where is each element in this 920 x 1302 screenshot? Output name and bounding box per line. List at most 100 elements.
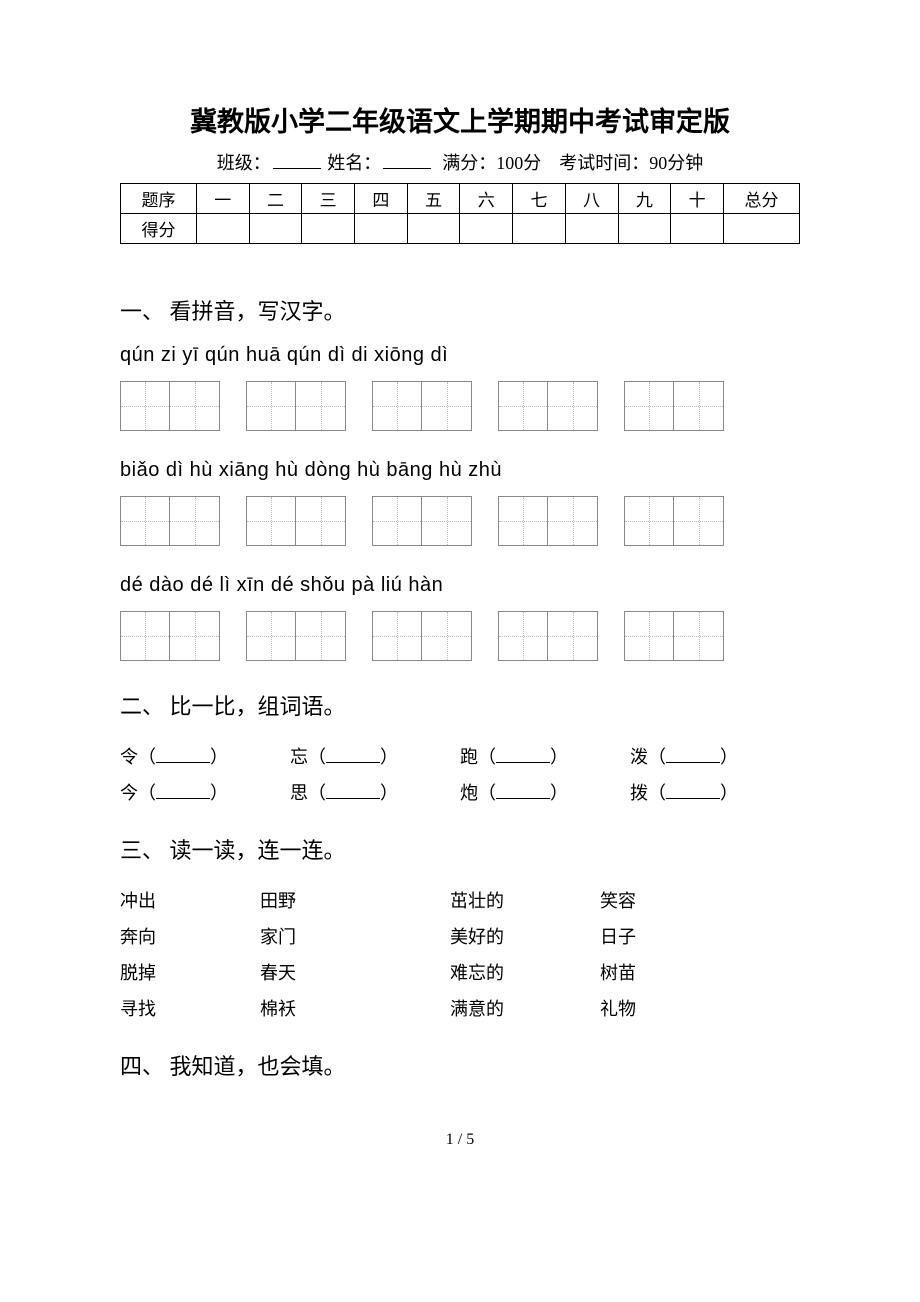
char-box[interactable] (674, 611, 724, 661)
q2-char: 忘 (290, 747, 308, 767)
q2-item: 今（） (120, 775, 290, 811)
score-cell[interactable] (565, 214, 618, 244)
q2-blank[interactable] (496, 762, 550, 763)
score-cell[interactable] (513, 214, 566, 244)
q3-word: 脱掉 (120, 955, 260, 991)
q3-word: 奔向 (120, 919, 260, 955)
q2-heading: 二、 比一比，组词语。 (120, 689, 800, 721)
char-box[interactable] (246, 381, 296, 431)
q2-blank[interactable] (326, 762, 380, 763)
char-box-group (498, 381, 598, 431)
char-box[interactable] (296, 496, 346, 546)
col-head: 三 (302, 184, 355, 214)
q3-word: 寻找 (120, 991, 260, 1027)
page-title: 冀教版小学二年级语文上学期期中考试审定版 (120, 100, 800, 139)
fullscore-label: 满分：100分 (442, 153, 541, 173)
char-box[interactable] (120, 381, 170, 431)
char-box[interactable] (498, 611, 548, 661)
q3-word: 棉袄 (260, 991, 450, 1027)
score-cell[interactable] (723, 214, 799, 244)
q2-item: 炮（） (460, 775, 630, 811)
char-box[interactable] (624, 611, 674, 661)
char-box[interactable] (422, 381, 472, 431)
char-box[interactable] (246, 496, 296, 546)
char-box[interactable] (548, 381, 598, 431)
q3-word: 春天 (260, 955, 450, 991)
char-box[interactable] (624, 496, 674, 546)
q2-blank[interactable] (666, 798, 720, 799)
q3-word: 日子 (600, 919, 636, 955)
char-box-group (246, 611, 346, 661)
score-cell[interactable] (355, 214, 408, 244)
score-table: 题序 一 二 三 四 五 六 七 八 九 十 总分 得分 (120, 183, 800, 244)
char-box-group (372, 381, 472, 431)
q2-char: 拨 (630, 783, 648, 803)
page: 冀教版小学二年级语文上学期期中考试审定版 班级： 姓名： 满分：100分 考试时… (0, 0, 920, 1189)
q1-heading: 一、 看拼音，写汉字。 (120, 294, 800, 326)
char-box-group (120, 611, 220, 661)
q2-blank[interactable] (326, 798, 380, 799)
col-head: 九 (618, 184, 671, 214)
score-cell[interactable] (196, 214, 249, 244)
q2-grid: 令（） 忘（） 跑（） 泼（） 今（） 思（） 炮（） 拨（） (120, 739, 800, 811)
score-cell[interactable] (671, 214, 724, 244)
char-box[interactable] (372, 611, 422, 661)
char-box[interactable] (296, 381, 346, 431)
char-box[interactable] (120, 611, 170, 661)
char-box[interactable] (422, 496, 472, 546)
q2-char: 今 (120, 783, 138, 803)
char-box[interactable] (498, 496, 548, 546)
char-box[interactable] (548, 496, 598, 546)
pinyin-line: qún zi yī qún huā qún dì di xiōng dì (120, 344, 800, 367)
q2-item: 忘（） (290, 739, 460, 775)
q3-word: 冲出 (120, 883, 260, 919)
char-box[interactable] (120, 496, 170, 546)
q2-item: 泼（） (630, 739, 800, 775)
q3-word: 满意的 (450, 991, 600, 1027)
char-box-group (120, 381, 220, 431)
char-box[interactable] (372, 381, 422, 431)
class-blank[interactable] (273, 168, 321, 169)
score-cell[interactable] (460, 214, 513, 244)
col-head: 六 (460, 184, 513, 214)
char-box-group (246, 496, 346, 546)
q2-char: 令 (120, 747, 138, 767)
q2-blank[interactable] (156, 798, 210, 799)
pinyin-line: dé dào dé lì xīn dé shǒu pà liú hàn (120, 574, 800, 597)
char-box-group (624, 381, 724, 431)
char-box[interactable] (170, 381, 220, 431)
score-cell[interactable] (249, 214, 302, 244)
name-blank[interactable] (383, 168, 431, 169)
answer-box-row (120, 381, 800, 431)
char-box[interactable] (422, 611, 472, 661)
char-box[interactable] (296, 611, 346, 661)
char-box[interactable] (372, 496, 422, 546)
q3-word: 家门 (260, 919, 450, 955)
q2-blank[interactable] (156, 762, 210, 763)
row-label: 得分 (121, 214, 197, 244)
time-label: 考试时间：90分钟 (559, 153, 703, 173)
q2-item: 跑（） (460, 739, 630, 775)
score-cell[interactable] (618, 214, 671, 244)
row-label: 题序 (121, 184, 197, 214)
char-box[interactable] (548, 611, 598, 661)
char-box[interactable] (246, 611, 296, 661)
q2-char: 跑 (460, 747, 478, 767)
char-box[interactable] (498, 381, 548, 431)
q2-blank[interactable] (666, 762, 720, 763)
q2-item: 拨（） (630, 775, 800, 811)
pinyin-line: biǎo dì hù xiāng hù dòng hù bāng hù zhù (120, 459, 800, 482)
q3-row: 奔向 家门 美好的 日子 (120, 919, 800, 955)
q2-char: 思 (290, 783, 308, 803)
char-box[interactable] (170, 611, 220, 661)
char-box[interactable] (624, 381, 674, 431)
char-box[interactable] (674, 496, 724, 546)
col-head: 八 (565, 184, 618, 214)
q3-word: 田野 (260, 883, 450, 919)
char-box[interactable] (674, 381, 724, 431)
score-cell[interactable] (302, 214, 355, 244)
score-cell[interactable] (407, 214, 460, 244)
char-box[interactable] (170, 496, 220, 546)
name-label: 姓名： (327, 153, 381, 173)
q2-blank[interactable] (496, 798, 550, 799)
